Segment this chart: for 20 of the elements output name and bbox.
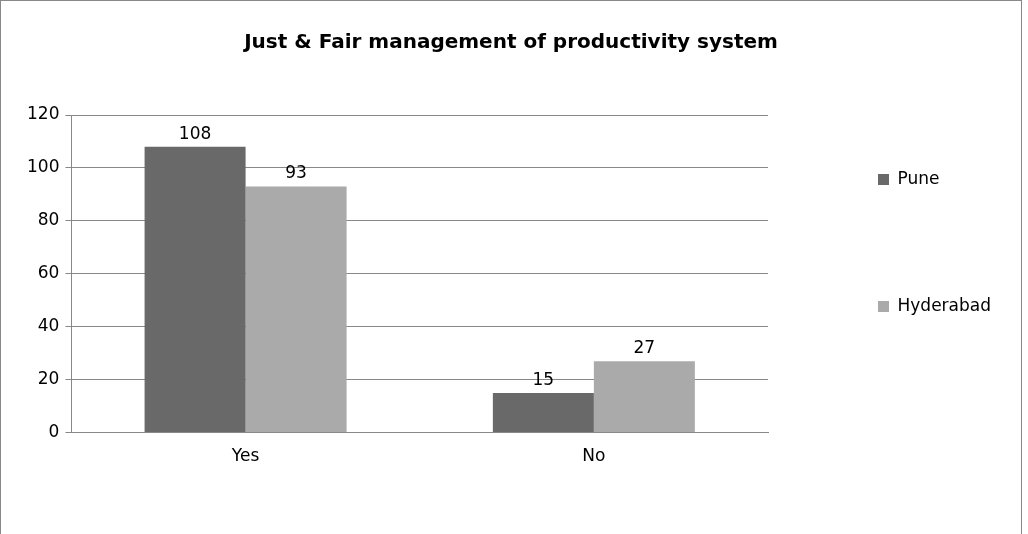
bar: [245, 186, 347, 433]
data-label: 108: [178, 122, 212, 143]
data-label: 93: [285, 162, 307, 183]
bar: [593, 361, 695, 433]
x-tick-label: Yes: [230, 445, 260, 466]
y-tick-label: 20: [37, 368, 60, 389]
legend-label: Hyderabad: [897, 294, 991, 315]
data-label: 27: [633, 337, 656, 358]
y-tick-label: 100: [26, 156, 60, 177]
x-tick-label: No: [582, 445, 606, 466]
bar: [492, 392, 594, 433]
y-tick-label: 40: [37, 315, 60, 336]
y-tick-label: 80: [37, 209, 60, 230]
legend-label: Pune: [897, 167, 940, 188]
y-tick-label: 60: [37, 262, 60, 283]
data-label: 15: [532, 368, 555, 389]
chart-title: Just & Fair management of productivity system: [242, 29, 778, 54]
bar: [144, 146, 246, 433]
y-tick-label: 0: [48, 421, 60, 442]
y-tick-label: 120: [26, 103, 60, 124]
